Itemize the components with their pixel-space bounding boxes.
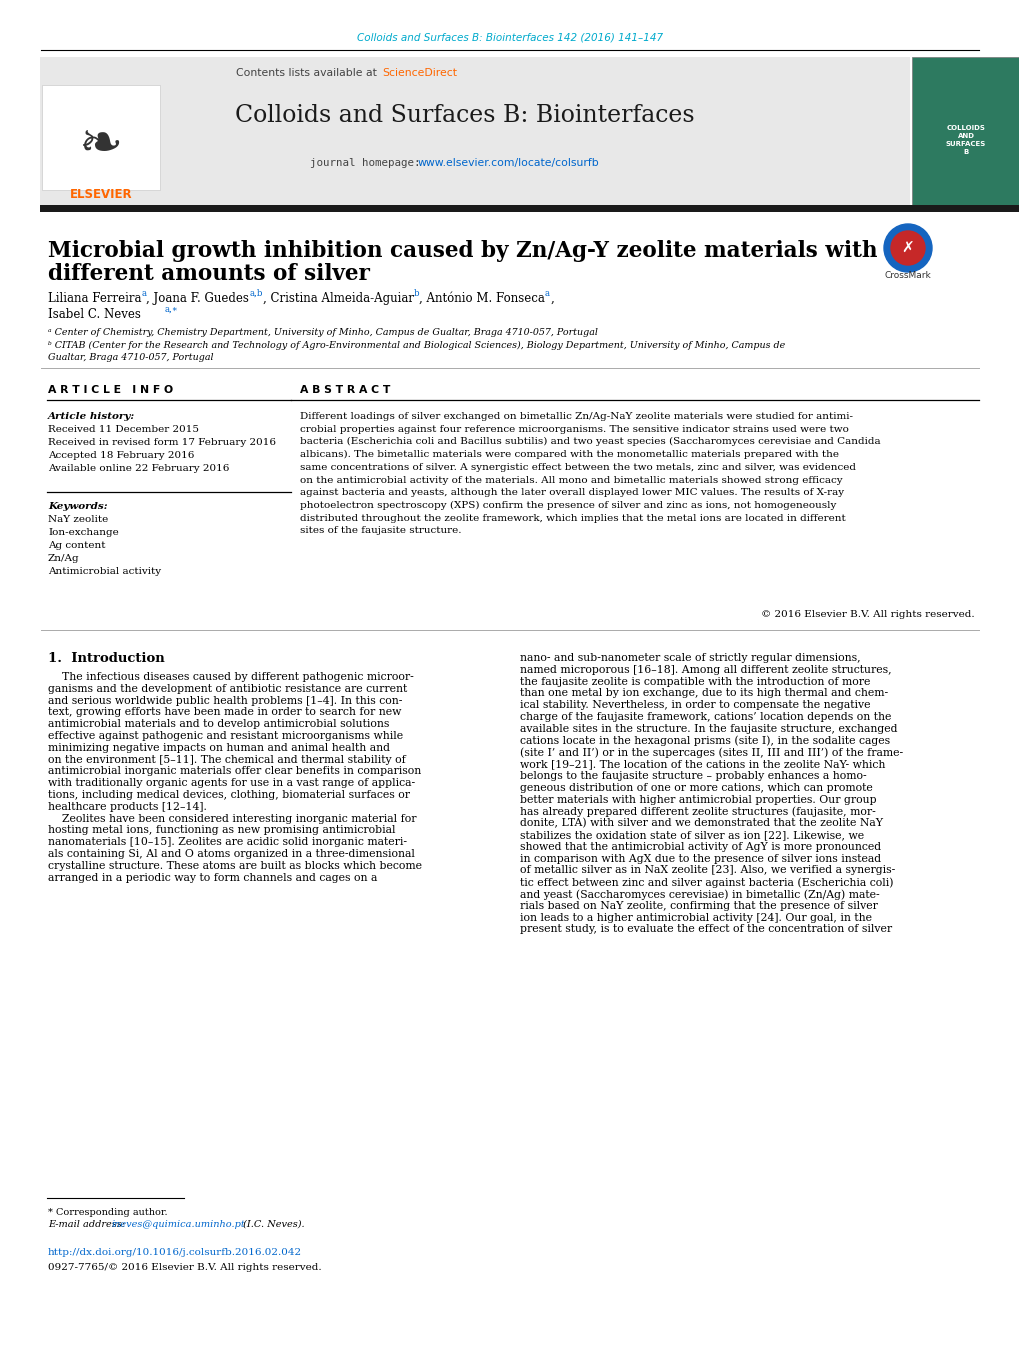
Circle shape <box>883 224 931 272</box>
Text: stabilizes the oxidation state of silver as ion [22]. Likewise, we: stabilizes the oxidation state of silver… <box>520 830 863 840</box>
Text: a,∗: a,∗ <box>165 305 178 313</box>
Text: A B S T R A C T: A B S T R A C T <box>300 385 390 394</box>
Text: als containing Si, Al and O atoms organized in a three-dimensional: als containing Si, Al and O atoms organi… <box>48 848 415 859</box>
Text: journal homepage:: journal homepage: <box>310 158 427 168</box>
Bar <box>40 205 1019 212</box>
Text: © 2016 Elsevier B.V. All rights reserved.: © 2016 Elsevier B.V. All rights reserved… <box>760 611 974 619</box>
Text: 1.  Introduction: 1. Introduction <box>48 653 165 665</box>
Text: Isabel C. Neves: Isabel C. Neves <box>48 308 141 322</box>
Text: ical stability. Nevertheless, in order to compensate the negative: ical stability. Nevertheless, in order t… <box>520 700 869 711</box>
Text: effective against pathogenic and resistant microorganisms while: effective against pathogenic and resista… <box>48 731 403 740</box>
Text: Received in revised form 17 February 2016: Received in revised form 17 February 201… <box>48 438 276 447</box>
Text: 0927-7765/© 2016 Elsevier B.V. All rights reserved.: 0927-7765/© 2016 Elsevier B.V. All right… <box>48 1263 321 1273</box>
Text: antimicrobial materials and to develop antimicrobial solutions: antimicrobial materials and to develop a… <box>48 719 389 730</box>
Circle shape <box>891 231 924 265</box>
Text: tions, including medical devices, clothing, biomaterial surfaces or: tions, including medical devices, clothi… <box>48 790 410 800</box>
Text: charge of the faujasite framework, cations’ location depends on the: charge of the faujasite framework, catio… <box>520 712 891 721</box>
Text: , Joana F. Guedes: , Joana F. Guedes <box>147 292 249 305</box>
Text: ᵇ CITAB (Center for the Research and Technology of Agro-Environmental and Biolog: ᵇ CITAB (Center for the Research and Tec… <box>48 340 785 350</box>
Text: than one metal by ion exchange, due to its high thermal and chem-: than one metal by ion exchange, due to i… <box>520 689 888 698</box>
Text: NaY zeolite: NaY zeolite <box>48 515 108 524</box>
Text: rials based on NaY zeolite, confirming that the presence of silver: rials based on NaY zeolite, confirming t… <box>520 901 877 911</box>
Text: hosting metal ions, functioning as new promising antimicrobial: hosting metal ions, functioning as new p… <box>48 825 395 835</box>
Text: Received 11 December 2015: Received 11 December 2015 <box>48 426 199 434</box>
Text: of metallic silver as in NaX zeolite [23]. Also, we verified a synergis-: of metallic silver as in NaX zeolite [23… <box>520 866 895 875</box>
Text: ✗: ✗ <box>901 240 913 255</box>
Text: and yeast (Saccharomyces cerevisiae) in bimetallic (Zn/Ag) mate-: and yeast (Saccharomyces cerevisiae) in … <box>520 889 878 900</box>
Text: The infectious diseases caused by different pathogenic microor-: The infectious diseases caused by differ… <box>48 671 414 682</box>
Text: belongs to the faujasite structure – probably enhances a homo-: belongs to the faujasite structure – pro… <box>520 771 866 781</box>
Text: E-mail address:: E-mail address: <box>48 1220 128 1229</box>
Text: nanomaterials [10–15]. Zeolites are acidic solid inorganic materi-: nanomaterials [10–15]. Zeolites are acid… <box>48 838 407 847</box>
Text: ScienceDirect: ScienceDirect <box>382 68 457 78</box>
Text: present study, is to evaluate the effect of the concentration of silver: present study, is to evaluate the effect… <box>520 924 892 935</box>
Text: available sites in the structure. In the faujasite structure, exchanged: available sites in the structure. In the… <box>520 724 897 734</box>
Text: tic effect between zinc and silver against bacteria (Escherichia coli): tic effect between zinc and silver again… <box>520 877 893 888</box>
Text: healthcare products [12–14].: healthcare products [12–14]. <box>48 801 207 812</box>
Text: named microporous [16–18]. Among all different zeolite structures,: named microporous [16–18]. Among all dif… <box>520 665 891 674</box>
Text: ion leads to a higher antimicrobial activity [24]. Our goal, in the: ion leads to a higher antimicrobial acti… <box>520 912 871 923</box>
Text: nano- and sub-nanometer scale of strictly regular dimensions,: nano- and sub-nanometer scale of strictl… <box>520 653 860 663</box>
Text: , António M. Fonseca: , António M. Fonseca <box>419 292 544 305</box>
Text: a,b: a,b <box>249 289 263 299</box>
Text: a: a <box>142 289 147 299</box>
Text: http://dx.doi.org/10.1016/j.colsurfb.2016.02.042: http://dx.doi.org/10.1016/j.colsurfb.201… <box>48 1248 302 1256</box>
Text: Colloids and Surfaces B: Biointerfaces 142 (2016) 141–147: Colloids and Surfaces B: Biointerfaces 1… <box>357 32 662 43</box>
Text: www.elsevier.com/locate/colsurfb: www.elsevier.com/locate/colsurfb <box>418 158 599 168</box>
Text: work [19–21]. The location of the cations in the zeolite NaY- which: work [19–21]. The location of the cation… <box>520 759 884 769</box>
Text: arranged in a periodic way to form channels and cages on a: arranged in a periodic way to form chann… <box>48 873 377 882</box>
Text: ineves@quimica.uminho.pt: ineves@quimica.uminho.pt <box>112 1220 246 1229</box>
Text: Different loadings of silver exchanged on bimetallic Zn/Ag-NaY zeolite materials: Different loadings of silver exchanged o… <box>300 412 879 535</box>
Bar <box>911 57 1019 205</box>
Text: Microbial growth inhibition caused by Zn/Ag-Y zeolite materials with: Microbial growth inhibition caused by Zn… <box>48 240 876 262</box>
Text: A R T I C L E   I N F O: A R T I C L E I N F O <box>48 385 173 394</box>
Text: showed that the antimicrobial activity of AgY is more pronounced: showed that the antimicrobial activity o… <box>520 842 880 851</box>
Text: Article history:: Article history: <box>48 412 136 422</box>
Text: text, growing efforts have been made in order to search for new: text, growing efforts have been made in … <box>48 708 401 717</box>
Text: better materials with higher antimicrobial properties. Our group: better materials with higher antimicrobi… <box>520 794 875 805</box>
Text: Ion-exchange: Ion-exchange <box>48 528 118 536</box>
Text: the faujasite zeolite is compatible with the introduction of more: the faujasite zeolite is compatible with… <box>520 677 869 686</box>
Bar <box>42 85 160 190</box>
Text: Liliana Ferreira: Liliana Ferreira <box>48 292 142 305</box>
Text: Keywords:: Keywords: <box>48 503 108 511</box>
Text: different amounts of silver: different amounts of silver <box>48 263 370 285</box>
Text: Antimicrobial activity: Antimicrobial activity <box>48 567 161 576</box>
Text: ❧: ❧ <box>78 119 123 172</box>
Text: * Corresponding author.: * Corresponding author. <box>48 1208 167 1217</box>
Text: on the environment [5–11]. The chemical and thermal stability of: on the environment [5–11]. The chemical … <box>48 755 406 765</box>
Text: Gualtar, Braga 4710-057, Portugal: Gualtar, Braga 4710-057, Portugal <box>48 353 213 362</box>
Text: antimicrobial inorganic materials offer clear benefits in comparison: antimicrobial inorganic materials offer … <box>48 766 421 777</box>
Text: Accepted 18 February 2016: Accepted 18 February 2016 <box>48 451 195 459</box>
Text: Available online 22 February 2016: Available online 22 February 2016 <box>48 463 229 473</box>
Text: Contents lists available at: Contents lists available at <box>235 68 380 78</box>
Text: cations locate in the hexagonal prisms (site I), in the sodalite cages: cations locate in the hexagonal prisms (… <box>520 735 890 746</box>
Text: (I.C. Neves).: (I.C. Neves). <box>239 1220 305 1229</box>
Text: geneous distribution of one or more cations, which can promote: geneous distribution of one or more cati… <box>520 782 872 793</box>
Text: minimizing negative impacts on human and animal health and: minimizing negative impacts on human and… <box>48 743 389 753</box>
Text: Colloids and Surfaces B: Biointerfaces: Colloids and Surfaces B: Biointerfaces <box>235 104 694 127</box>
Text: COLLOIDS
AND
SURFACES
B: COLLOIDS AND SURFACES B <box>945 126 985 155</box>
Text: b: b <box>414 289 419 299</box>
Text: and serious worldwide public health problems [1–4]. In this con-: and serious worldwide public health prob… <box>48 696 401 705</box>
Text: donite, LTA) with silver and we demonstrated that the zeolite NaY: donite, LTA) with silver and we demonstr… <box>520 819 882 828</box>
Text: Zn/Ag: Zn/Ag <box>48 554 79 563</box>
Text: has already prepared different zeolite structures (faujasite, mor-: has already prepared different zeolite s… <box>520 807 875 817</box>
Text: (site I’ and II’) or in the supercages (sites II, III and III’) of the frame-: (site I’ and II’) or in the supercages (… <box>520 747 902 758</box>
Text: with traditionally organic agents for use in a vast range of applica-: with traditionally organic agents for us… <box>48 778 415 788</box>
Text: ganisms and the development of antibiotic resistance are current: ganisms and the development of antibioti… <box>48 684 407 694</box>
Text: Zeolites have been considered interesting inorganic material for: Zeolites have been considered interestin… <box>48 813 416 824</box>
Text: a: a <box>544 289 549 299</box>
Text: crystalline structure. These atoms are built as blocks which become: crystalline structure. These atoms are b… <box>48 861 422 871</box>
Text: CrossMark: CrossMark <box>883 272 930 281</box>
Text: in comparison with AgX due to the presence of silver ions instead: in comparison with AgX due to the presen… <box>520 854 880 863</box>
Text: Ag content: Ag content <box>48 540 105 550</box>
FancyBboxPatch shape <box>40 57 909 205</box>
Text: ,: , <box>549 292 553 305</box>
Text: ᵃ Center of Chemistry, Chemistry Department, University of Minho, Campus de Gual: ᵃ Center of Chemistry, Chemistry Departm… <box>48 328 597 336</box>
Text: , Cristina Almeida-Aguiar: , Cristina Almeida-Aguiar <box>263 292 414 305</box>
Text: ELSEVIER: ELSEVIER <box>69 188 132 200</box>
